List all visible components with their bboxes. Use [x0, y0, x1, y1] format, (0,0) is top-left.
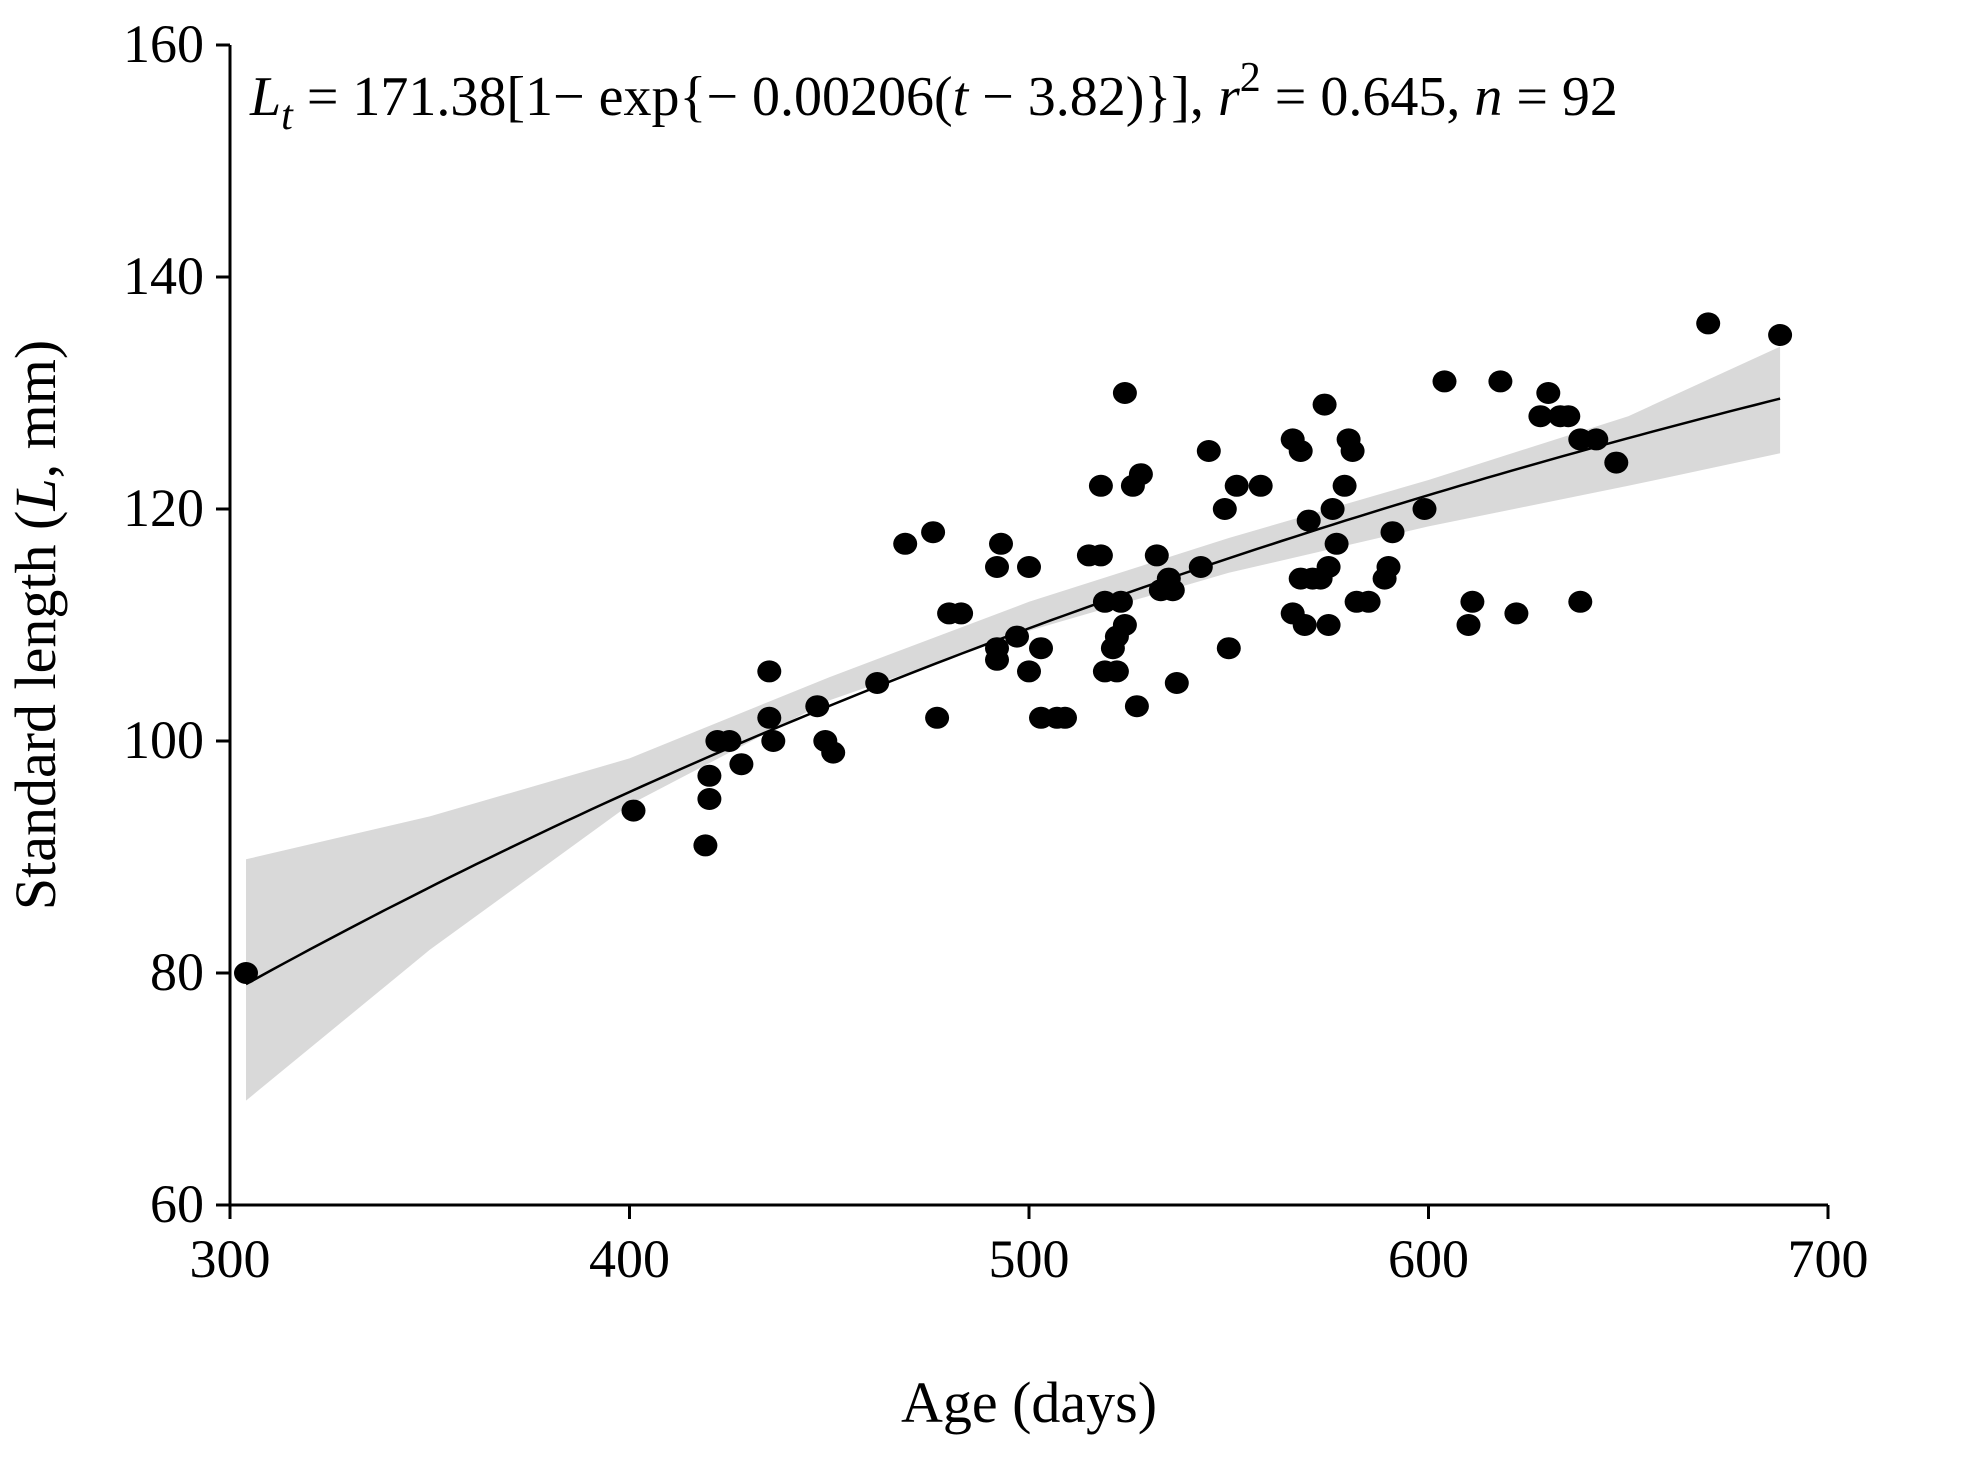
data-point [1456, 614, 1481, 636]
data-point [1320, 498, 1345, 520]
data-point [1164, 672, 1189, 694]
data-point [985, 556, 1009, 578]
data-point [1288, 440, 1313, 462]
data-point [1432, 370, 1457, 393]
y-tick-label: 140 [123, 246, 204, 306]
data-point [757, 660, 782, 683]
data-point [1104, 660, 1129, 683]
data-point [1504, 602, 1529, 625]
data-point [1412, 498, 1437, 520]
x-tick-label: 500 [989, 1229, 1070, 1289]
data-point [985, 648, 1009, 671]
data-point [1556, 405, 1581, 428]
data-point [234, 962, 258, 984]
data-point [697, 764, 722, 787]
x-tick-label: 400 [589, 1229, 670, 1289]
data-point [693, 834, 718, 857]
data-point [1696, 312, 1721, 335]
data-point [1017, 660, 1041, 683]
data-point [925, 706, 950, 729]
data-point [1029, 637, 1053, 660]
y-tick-label: 60 [150, 1174, 204, 1234]
data-point [729, 753, 754, 776]
data-point [1248, 474, 1273, 497]
y-tick-label: 160 [123, 14, 204, 74]
x-tick-label: 700 [1788, 1229, 1869, 1289]
confidence-band [246, 346, 1781, 1101]
data-point [1124, 695, 1149, 718]
data-point [1088, 544, 1113, 567]
y-axis-ticks: 60 80 100 120 140 160 [123, 14, 230, 1234]
data-point [761, 730, 786, 752]
data-point [805, 695, 830, 718]
data-point [1316, 614, 1341, 636]
data-point [1296, 509, 1321, 532]
data-point [621, 799, 646, 822]
data-point [1108, 590, 1133, 613]
y-axis-title: Standard length (L, mm) [3, 340, 68, 910]
data-point [1376, 556, 1401, 578]
data-point [1212, 498, 1237, 520]
data-point [1224, 474, 1249, 497]
data-point [1604, 451, 1629, 474]
data-point [717, 730, 742, 752]
data-point [1196, 440, 1221, 462]
x-tick-label: 300 [190, 1229, 271, 1289]
data-point [1128, 463, 1153, 486]
data-point [1292, 614, 1317, 636]
data-point [1356, 590, 1381, 613]
data-point [1088, 474, 1113, 497]
data-point [1768, 324, 1793, 346]
data-point [949, 602, 974, 625]
data-point [1332, 474, 1357, 497]
data-point [1053, 706, 1077, 729]
data-point [1324, 532, 1349, 555]
data-point [1316, 556, 1341, 578]
data-point [1460, 590, 1485, 613]
x-axis-ticks: 300 400 500 600 700 [190, 1205, 1869, 1289]
y-tick-label: 100 [123, 710, 204, 770]
data-point [1112, 614, 1137, 636]
data-point [1144, 544, 1169, 567]
x-tick-label: 600 [1388, 1229, 1469, 1289]
data-point [1584, 428, 1609, 451]
data-point [697, 788, 722, 810]
data-point [921, 521, 946, 544]
fit-equation: Lt = 171.38[1− exp{− 0.00206(t − 3.82)}]… [249, 55, 1618, 139]
data-point [1536, 382, 1561, 404]
x-axis-title: Age (days) [901, 1370, 1157, 1435]
data-point [1005, 625, 1029, 648]
data-point [1017, 556, 1041, 578]
data-point [1312, 393, 1337, 416]
data-point [865, 672, 890, 694]
data-point [1340, 440, 1365, 462]
data-point [1488, 370, 1513, 393]
data-point [1188, 556, 1213, 578]
data-point [1380, 521, 1405, 544]
data-point [1528, 405, 1553, 428]
data-point [1160, 579, 1185, 602]
data-point [989, 532, 1013, 555]
confidence-band-layer [246, 346, 1781, 1101]
data-point [1216, 637, 1241, 660]
data-point [1568, 590, 1593, 613]
y-tick-label: 80 [150, 942, 204, 1002]
data-point [757, 706, 782, 729]
data-points-layer [234, 312, 1793, 984]
data-point [821, 741, 846, 764]
data-point [1112, 382, 1137, 404]
y-tick-label: 120 [123, 478, 204, 538]
data-point [893, 532, 918, 555]
